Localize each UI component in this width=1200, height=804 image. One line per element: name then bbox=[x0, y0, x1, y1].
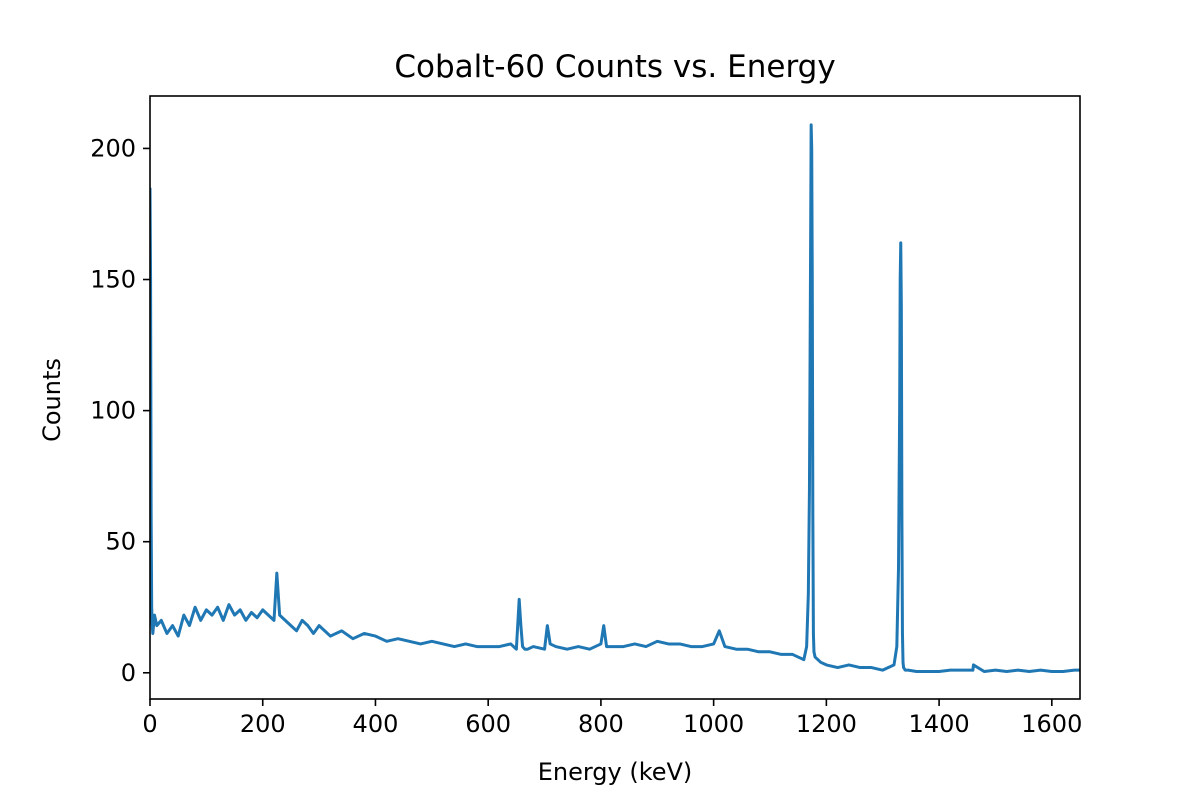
y-tick-label: 0 bbox=[121, 659, 136, 687]
x-tick-label: 1200 bbox=[796, 710, 857, 738]
axes-frame bbox=[149, 95, 1081, 700]
x-tick-label: 1000 bbox=[683, 710, 744, 738]
x-tick-label: 200 bbox=[240, 710, 286, 738]
x-tick-label: 1400 bbox=[909, 710, 970, 738]
x-tick-label: 800 bbox=[578, 710, 624, 738]
y-axis-ticks: 0 50 100 150 200 bbox=[90, 134, 150, 687]
x-axis-label: Energy (keV) bbox=[538, 758, 693, 786]
x-axis-ticks: 0 200 400 600 800 1000 1200 1400 1600 bbox=[142, 699, 1082, 738]
y-tick-label: 150 bbox=[90, 266, 136, 294]
y-tick-label: 100 bbox=[90, 397, 136, 425]
y-axis-label: Counts bbox=[38, 358, 66, 442]
x-tick-label: 600 bbox=[465, 710, 511, 738]
plot-area bbox=[150, 123, 1080, 673]
chart-title: Cobalt-60 Counts vs. Energy bbox=[394, 49, 835, 85]
y-tick-label: 200 bbox=[90, 134, 136, 162]
series-line-0 bbox=[150, 123, 1080, 673]
x-tick-label: 1600 bbox=[1021, 710, 1082, 738]
y-tick-label: 50 bbox=[105, 528, 136, 556]
x-tick-label: 0 bbox=[142, 710, 157, 738]
series-group bbox=[150, 123, 1080, 673]
x-tick-label: 400 bbox=[353, 710, 399, 738]
